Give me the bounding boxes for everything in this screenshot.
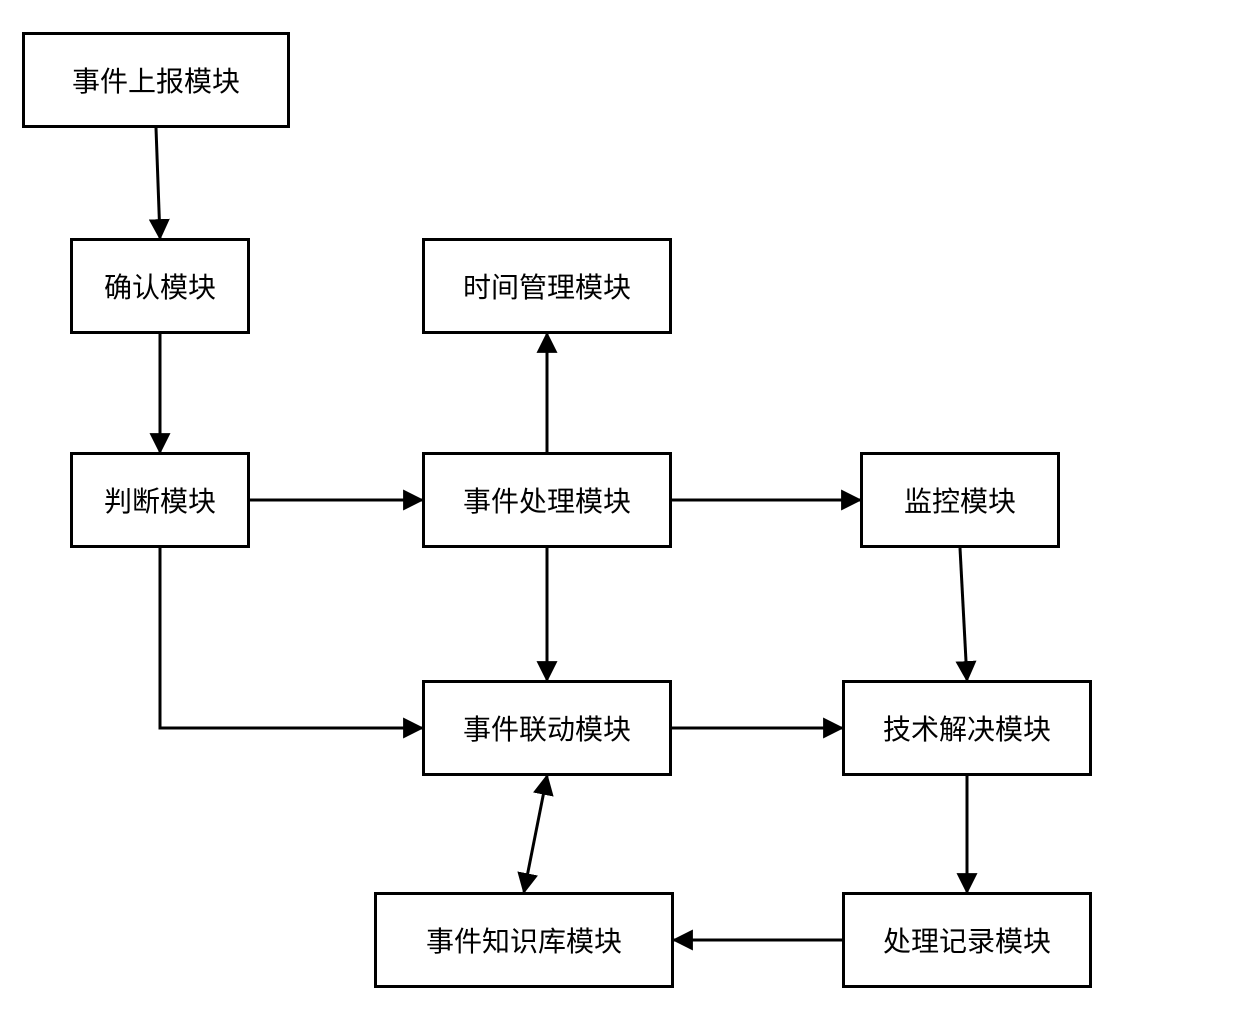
node-report: 事件上报模块	[22, 32, 290, 128]
node-label: 事件处理模块	[463, 480, 631, 520]
node-judge: 判断模块	[70, 452, 250, 548]
node-time-mgmt: 时间管理模块	[422, 238, 672, 334]
node-label: 技术解决模块	[883, 708, 1051, 748]
node-label: 事件知识库模块	[426, 920, 622, 960]
node-monitor: 监控模块	[860, 452, 1060, 548]
node-record: 处理记录模块	[842, 892, 1092, 988]
node-label: 事件上报模块	[72, 60, 240, 100]
node-tech: 技术解决模块	[842, 680, 1092, 776]
node-label: 时间管理模块	[463, 266, 631, 306]
node-process: 事件处理模块	[422, 452, 672, 548]
node-linkage: 事件联动模块	[422, 680, 672, 776]
node-label: 监控模块	[904, 480, 1016, 520]
node-label: 事件联动模块	[463, 708, 631, 748]
node-confirm: 确认模块	[70, 238, 250, 334]
node-label: 判断模块	[104, 480, 216, 520]
node-label: 确认模块	[104, 266, 216, 306]
node-label: 处理记录模块	[883, 920, 1051, 960]
node-kb: 事件知识库模块	[374, 892, 674, 988]
